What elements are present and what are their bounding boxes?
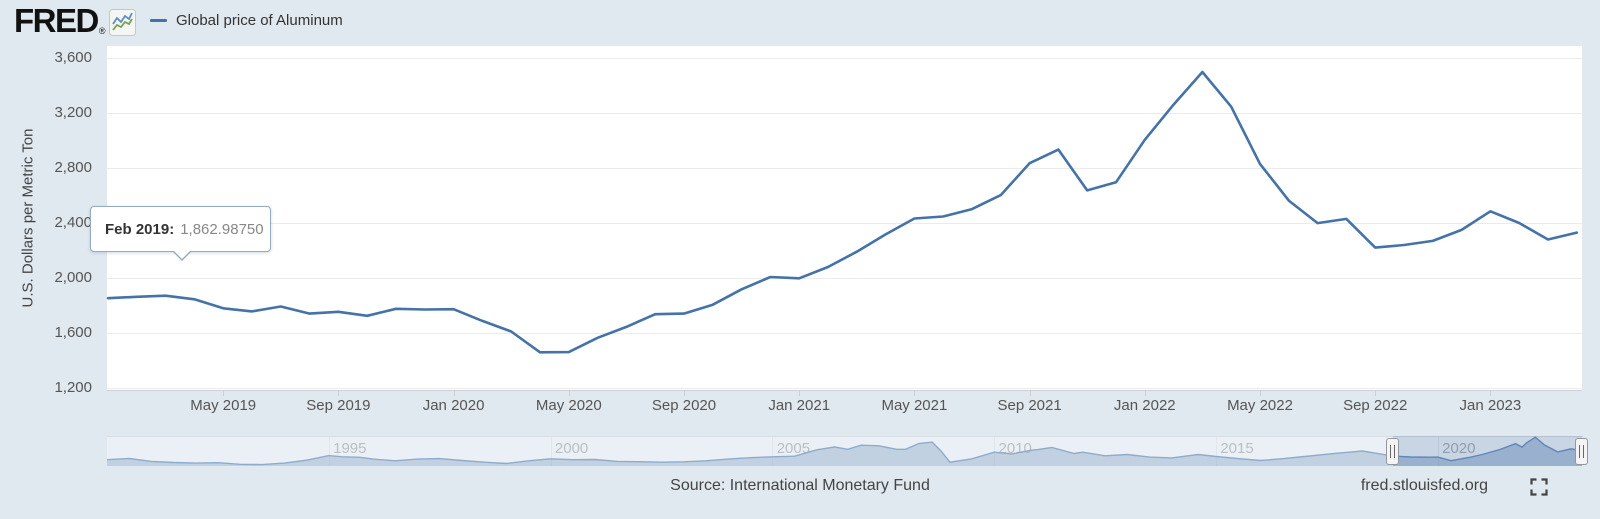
fullscreen-button[interactable] [1530,478,1550,498]
navigator-year-label: 2020 [1442,440,1476,457]
x-tick-label: Sep 2022 [1343,397,1408,414]
x-tick-label: May 2022 [1227,397,1293,414]
fred-logo-chart-icon [109,9,137,36]
x-tick-label: Jan 2023 [1459,397,1522,414]
navigator-selected-range[interactable] [1393,436,1582,466]
x-tick-mark [914,390,916,396]
fred-logo[interactable]: FRED ® [14,2,137,39]
x-tick-label: Sep 2020 [651,397,717,414]
navigator-year-label: 1995 [333,440,367,457]
x-tick-label: Jan 2021 [768,397,831,414]
x-tick-label: Jan 2022 [1113,397,1176,414]
registered-mark: ® [98,26,106,36]
navigator-year-label: 2005 [776,440,811,457]
navigator-year-gridline [1216,437,1218,466]
fred-site-link[interactable]: fred.stlouisfed.org [1360,477,1488,494]
fred-logo-text: FRED [14,2,99,39]
x-tick-label: Jan 2020 [422,397,485,414]
x-tick-label: Sep 2019 [306,397,371,414]
x-tick-label: May 2020 [535,397,602,414]
tooltip: Feb 2019: 1,862.98750 [90,206,271,261]
source-attribution: Source: International Monetary Fund [670,477,930,494]
y-tick-label: 2,000 [54,269,92,286]
navigator-year-label: 2015 [1220,440,1254,457]
y-tick-label: 2,400 [54,214,92,231]
x-tick-mark [1029,390,1031,396]
navigator-unselected-region[interactable] [107,436,1394,466]
y-tick-label: 3,200 [54,104,92,121]
tooltip-date-label: Feb 2019: [105,220,175,238]
legend-series-label: Global price of Aluminum [176,12,343,29]
grid-line [107,168,1582,169]
navigator-year-gridline [550,437,552,466]
grid-line [107,333,1582,334]
y-tick-label: 3,600 [54,49,92,66]
grid-line [107,278,1582,279]
y-tick-label: 1,200 [54,379,92,396]
navigator-year-gridline [1437,437,1439,466]
x-tick-mark [1260,390,1261,396]
grid-line [107,388,1582,389]
navigator-area-chart [107,436,1583,466]
x-tick-mark [1375,390,1377,396]
x-tick-label: May 2019 [190,397,257,414]
x-tick-label: May 2021 [881,397,948,414]
x-tick-mark [338,390,340,396]
tooltip-value: 1,862.98750 [180,220,264,238]
x-axis-line [107,390,1582,391]
grid-line [107,113,1582,114]
x-tick-mark [799,390,801,396]
x-tick-mark [568,390,570,396]
x-tick-mark [1490,390,1492,396]
navigator-year-gridline [772,437,774,466]
navigator-left-handle[interactable] [1386,438,1400,465]
navigator-right-handle[interactable] [1575,438,1588,465]
legend-line-marker [150,19,167,22]
x-tick-mark [1144,390,1146,396]
grid-line [107,223,1582,224]
navigator-year-label: 2000 [554,440,589,457]
grid-line [107,58,1582,59]
navigator-year-gridline [328,437,330,466]
fullscreen-icon [1530,478,1548,496]
x-tick-mark [453,390,455,396]
x-tick-mark [684,390,685,396]
navigator-top-border [107,436,1583,437]
x-tick-mark [223,390,225,396]
y-tick-label: 1,600 [54,324,92,341]
x-tick-label: Sep 2021 [997,397,1062,414]
plot-area[interactable] [107,46,1582,390]
y-tick-label: 2,800 [54,159,92,176]
navigator-year-gridline [994,437,996,466]
series-legend: Global price of Aluminum [150,12,343,29]
